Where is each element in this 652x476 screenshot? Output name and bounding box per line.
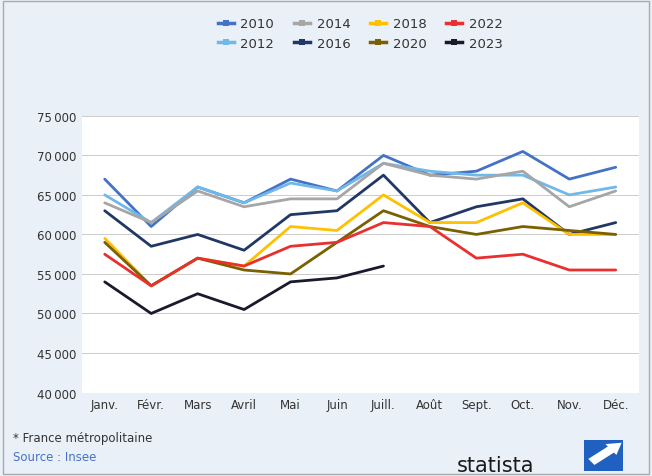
- FancyArrow shape: [588, 443, 621, 465]
- Text: * France métropolitaine: * France métropolitaine: [13, 431, 153, 444]
- Text: Source : Insee: Source : Insee: [13, 450, 96, 463]
- FancyBboxPatch shape: [584, 440, 623, 471]
- Legend: 2010, 2012, 2014, 2016, 2018, 2020, 2022, 2023: 2010, 2012, 2014, 2016, 2018, 2020, 2022…: [218, 18, 503, 51]
- Text: statista: statista: [456, 455, 534, 475]
